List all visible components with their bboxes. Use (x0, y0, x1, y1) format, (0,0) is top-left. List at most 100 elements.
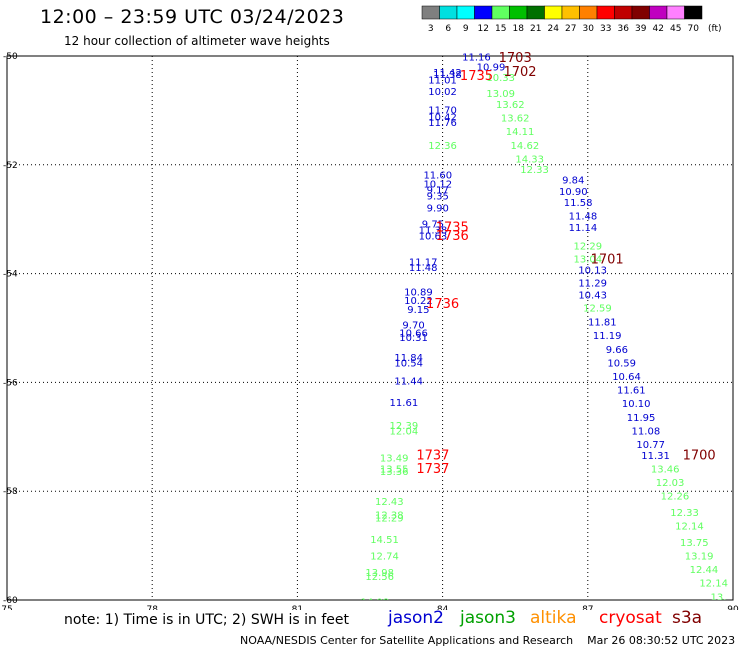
wave-height-label: 11.61 (390, 398, 419, 409)
lon-tick-label: 75 (1, 605, 12, 610)
scale-label: 39 (635, 24, 647, 34)
scale-label: 15 (495, 24, 506, 34)
wave-height-label: 13.36 (380, 467, 409, 478)
map-frame (6, 55, 734, 601)
wave-height-label: 13.98 (365, 568, 394, 579)
scale-label: 12 (478, 24, 489, 34)
wave-height-label: 13.09 (486, 89, 515, 100)
lat-tick-label: -58 (3, 487, 18, 497)
wave-height-label: 12.14 (699, 579, 728, 590)
wave-height-label: 9.90 (427, 203, 449, 214)
wave-height-label: 12.26 (661, 492, 690, 503)
wave-height-label: 12.33 (520, 165, 549, 176)
wave-height-label: 9.75 (422, 220, 444, 231)
wave-height-label: 13.46 (651, 464, 680, 475)
lat-tick-label: -56 (3, 378, 18, 388)
wave-height-label: 9.70 (402, 320, 424, 331)
scale-label: 36 (618, 24, 630, 34)
wave-height-label: 10.12 (423, 179, 452, 190)
lat-tick-label: -60 (3, 596, 18, 606)
wave-height-label: 13.19 (685, 551, 714, 562)
wave-height-label: 10.10 (622, 399, 651, 410)
time-label: 1702 (503, 65, 536, 80)
wave-height-label: 10.59 (607, 358, 636, 369)
wave-height-label: 11.70 (428, 105, 457, 116)
wave-height-label: 13.62 (501, 114, 530, 125)
scale-label: 9 (463, 24, 469, 34)
wave-height-label: 10.22 (404, 296, 433, 307)
wave-height-label: 12.14 (675, 522, 704, 533)
scale-label: (ft) (708, 24, 722, 34)
lat-tick-label: -50 (3, 52, 18, 62)
legend-s3a: s3a (672, 608, 703, 628)
wave-height-label: 14.51 (370, 535, 399, 546)
wave-height-label: 10.99 (477, 62, 506, 73)
wave-height-label: 13.49 (380, 454, 409, 465)
wave-height-label: 12.38 (375, 511, 404, 522)
wave-height-label: 10.42 (428, 112, 457, 123)
wave-height-label: 9.35 (427, 191, 449, 202)
wave-height-label: 12.03 (656, 478, 685, 489)
wave-height-label: 9.17 (427, 185, 449, 196)
scale-swatch (684, 5, 703, 20)
wave-height-label: 11.29 (578, 278, 607, 289)
lon-tick-label: 78 (146, 605, 158, 610)
scale-label: 21 (530, 24, 541, 34)
time-label: 1703 (499, 51, 532, 66)
wave-height-label: 13.55 (380, 464, 409, 475)
lon-tick-label: 81 (292, 605, 303, 610)
time-label: 1735 (436, 220, 469, 235)
page-title: 12:00 – 23:59 UTC 03/24/2023 (40, 6, 345, 28)
wave-height-label: 10.66 (399, 328, 428, 339)
wave-height-label: 11.01 (428, 75, 457, 86)
lon-tick-label: 87 (582, 605, 593, 610)
footer: NOAA/NESDIS Center for Satellite Applica… (240, 634, 735, 647)
wave-height-label: 11.08 (632, 426, 661, 437)
wave-height-label: 11.48 (409, 263, 438, 274)
wave-height-label: 12.39 (390, 421, 419, 432)
wave-height-label: 10.64 (612, 372, 641, 383)
wave-height-label: 9.15 (407, 305, 429, 316)
scale-label: 30 (583, 24, 595, 34)
wave-height-label: 14.62 (511, 141, 540, 152)
scale-label: 33 (600, 24, 611, 34)
time-label: 1701 (591, 253, 624, 268)
wave-height-label: 12.33 (670, 508, 699, 519)
wave-height-label: 13.62 (496, 100, 525, 111)
wave-height-label: 13.75 (680, 538, 709, 549)
wave-height-label: 9.84 (562, 176, 584, 187)
wave-height-label: 10.13 (578, 265, 607, 276)
wave-height-label: 14.08 (361, 598, 390, 609)
time-label: 1736 (426, 297, 459, 312)
wave-height-label: 11.44 (394, 376, 423, 387)
note-text: note: 1) Time is in UTC; 2) SWH is in fe… (64, 612, 350, 628)
wave-height-label: 9.66 (606, 345, 628, 356)
wave-height-label: 10.31 (399, 333, 428, 344)
page-subtitle: 12 hour collection of altimeter wave hei… (64, 34, 330, 48)
wave-height-label: 14.11 (506, 127, 535, 138)
wave-height-label: 11.17 (409, 258, 438, 269)
scale-label: 27 (565, 24, 576, 34)
map-plot: 75 78 81 84 87 90 -50 -52 -54 -56 -58 -60 11.1610.99… (1, 51, 739, 610)
wave-height-label: 11.31 (641, 451, 670, 462)
wave-height-label: 10.33 (486, 73, 515, 84)
wave-height-label: 12.36 (428, 141, 457, 152)
wave-height-label: 11.95 (627, 413, 656, 424)
lat-tick-label: -54 (3, 270, 18, 280)
scale-label: 24 (548, 24, 560, 34)
wave-height-label: 10.90 (559, 187, 588, 198)
wave-height-label: 12.59 (583, 303, 612, 314)
legend-altika: altika (530, 608, 577, 628)
wave-height-label: 11.16 (462, 53, 491, 64)
wave-height-label: 11.61 (617, 386, 646, 397)
legend-jason3: jason3 (460, 608, 516, 628)
wave-height-label: 11.58 (564, 198, 593, 209)
wave-height-label: 12.43 (375, 497, 404, 508)
wave-height-label: 11.76 (428, 118, 457, 129)
wave-height-label: 11.84 (394, 353, 423, 364)
wave-height-label: 11.38 (433, 70, 462, 81)
wave-height-label: 10.54 (394, 358, 423, 369)
wave-height-label: 13.04 (573, 254, 602, 265)
legend-jason2: jason2 (388, 608, 444, 628)
